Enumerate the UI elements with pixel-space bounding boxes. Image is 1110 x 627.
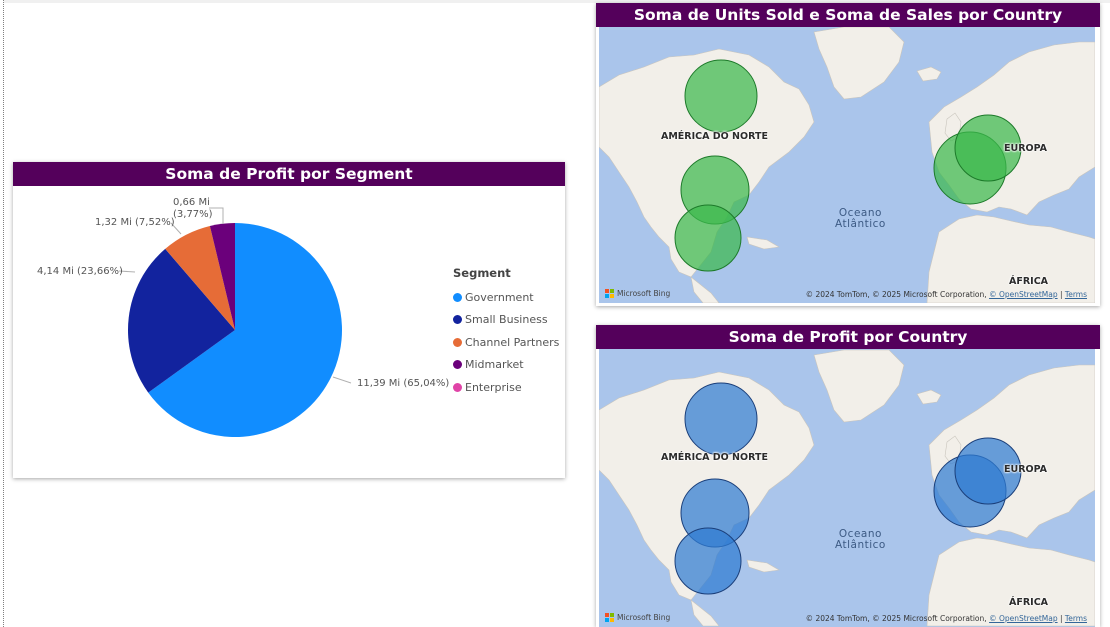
bing-logo: Microsoft Bing <box>605 613 670 622</box>
landmass-central-america <box>690 599 720 627</box>
bing-label: Microsoft Bing <box>617 613 671 622</box>
bubble-canada[interactable] <box>684 382 758 456</box>
copyright-text: © 2024 TomTom, © 2025 Microsoft Corporat… <box>805 290 987 299</box>
legend-marker <box>453 292 462 302</box>
label-africa: ÁFRICA <box>1009 276 1049 287</box>
map-title: Soma de Profit por Country <box>596 325 1100 349</box>
bubble-germany[interactable] <box>954 437 1022 505</box>
legend-label: Enterprise <box>465 380 522 394</box>
data-label-small-business: 4,14 Mi (23,66%) <box>37 266 123 277</box>
map-attribution: © 2024 TomTom, © 2025 Microsoft Corporat… <box>805 614 1087 623</box>
leader-line-small-business <box>118 270 136 273</box>
data-label-midmarket-value: 0,66 Mi <box>173 197 210 208</box>
landmass-caribbean <box>746 236 780 250</box>
label-atlantic-ocean: Oceano Atlântico <box>835 529 886 551</box>
ocean-label-line1: Oceano <box>838 528 882 540</box>
bubble-germany[interactable] <box>954 114 1022 182</box>
data-label-government: 11,39 Mi (65,04%) <box>357 378 450 389</box>
legend-item-enterprise[interactable]: Enterprise <box>453 376 559 399</box>
data-label-midmarket-percent: (3,77%) <box>173 209 213 220</box>
legend-marker <box>453 337 462 347</box>
leader-line-channel-partners <box>170 222 182 235</box>
bubble-mexico[interactable] <box>674 527 742 595</box>
map-canvas[interactable]: AMÉRICA DO NORTE EUROPA ÁFRICA Oceano At… <box>599 27 1095 303</box>
units-sales-map-visual[interactable]: Soma de Units Sold e Soma de Sales por C… <box>596 3 1100 306</box>
leader-line-midmarket <box>209 207 224 224</box>
pie-slice-government[interactable] <box>148 223 342 437</box>
legend-label: Midmarket <box>465 358 524 372</box>
legend-marker <box>453 315 462 325</box>
label-north-america: AMÉRICA DO NORTE <box>661 131 768 142</box>
microsoft-logo-icon <box>605 613 614 622</box>
map-background[interactable] <box>599 27 1095 303</box>
profit-map-visual[interactable]: Soma de Profit por Country AMÉRICA DO NO… <box>596 325 1100 627</box>
copyright-text: © 2024 TomTom, © 2025 Microsoft Corporat… <box>805 614 987 623</box>
osm-link[interactable]: © OpenStreetMap <box>989 614 1058 623</box>
landmass-africa <box>926 537 1095 627</box>
landmass-iceland <box>916 389 942 405</box>
pie-chart-visual[interactable]: Soma de Profit por Segment 11,39 Mi (65,… <box>13 162 565 478</box>
legend-item-small-business[interactable]: Small Business <box>453 309 559 332</box>
pie-slice-midmarket[interactable] <box>209 223 235 330</box>
label-europe: EUROPA <box>1004 143 1048 154</box>
label-atlantic-ocean: Oceano Atlântico <box>835 208 886 230</box>
ocean-label-line1: Oceano <box>838 207 882 219</box>
landmass-iceland <box>916 66 942 82</box>
legend-label: Channel Partners <box>465 335 560 349</box>
label-africa: ÁFRICA <box>1009 597 1049 608</box>
terms-link[interactable]: Terms <box>1064 614 1087 623</box>
bing-label: Microsoft Bing <box>617 289 671 298</box>
microsoft-logo-icon <box>605 289 614 298</box>
bubble-mexico[interactable] <box>674 204 742 272</box>
label-north-america: AMÉRICA DO NORTE <box>661 452 768 463</box>
landmass-caribbean <box>746 559 780 573</box>
legend-label: Government <box>465 290 534 304</box>
canvas-top-strip <box>4 0 1110 3</box>
pie-legend: Segment Government Small Business Channe… <box>453 266 559 399</box>
leader-line-government <box>332 376 352 384</box>
pie-slice-small-business[interactable] <box>127 248 235 393</box>
terms-link[interactable]: Terms <box>1064 290 1087 299</box>
landmass-greenland <box>813 349 905 423</box>
map-background[interactable] <box>599 349 1095 627</box>
landmass-africa <box>926 214 1095 303</box>
legend-label: Small Business <box>465 313 548 327</box>
data-label-channel-partners: 1,32 Mi (7,52%) <box>95 217 175 228</box>
legend-item-channel-partners[interactable]: Channel Partners <box>453 331 559 354</box>
map-attribution: © 2024 TomTom, © 2025 Microsoft Corporat… <box>805 290 1087 299</box>
osm-link[interactable]: © OpenStreetMap <box>989 290 1058 299</box>
pie-slice-channel-partners[interactable] <box>165 225 235 330</box>
canvas-left-border <box>3 0 4 627</box>
pie-chart-title: Soma de Profit por Segment <box>13 162 565 186</box>
legend-marker <box>453 382 462 392</box>
map-canvas[interactable]: AMÉRICA DO NORTE EUROPA ÁFRICA Oceano At… <box>599 349 1095 627</box>
legend-item-midmarket[interactable]: Midmarket <box>453 354 559 377</box>
legend-marker <box>453 360 462 370</box>
pie-chart[interactable] <box>13 162 565 478</box>
legend-item-government[interactable]: Government <box>453 286 559 309</box>
landmass-central-america <box>690 276 720 303</box>
ocean-label-line2: Atlântico <box>835 218 886 230</box>
bubble-canada[interactable] <box>684 59 758 133</box>
bing-logo: Microsoft Bing <box>605 289 670 298</box>
label-europe: EUROPA <box>1004 464 1048 475</box>
legend-title: Segment <box>453 266 511 280</box>
landmass-greenland <box>813 27 905 100</box>
ocean-label-line2: Atlântico <box>835 539 886 551</box>
map-title: Soma de Units Sold e Soma de Sales por C… <box>596 3 1100 27</box>
